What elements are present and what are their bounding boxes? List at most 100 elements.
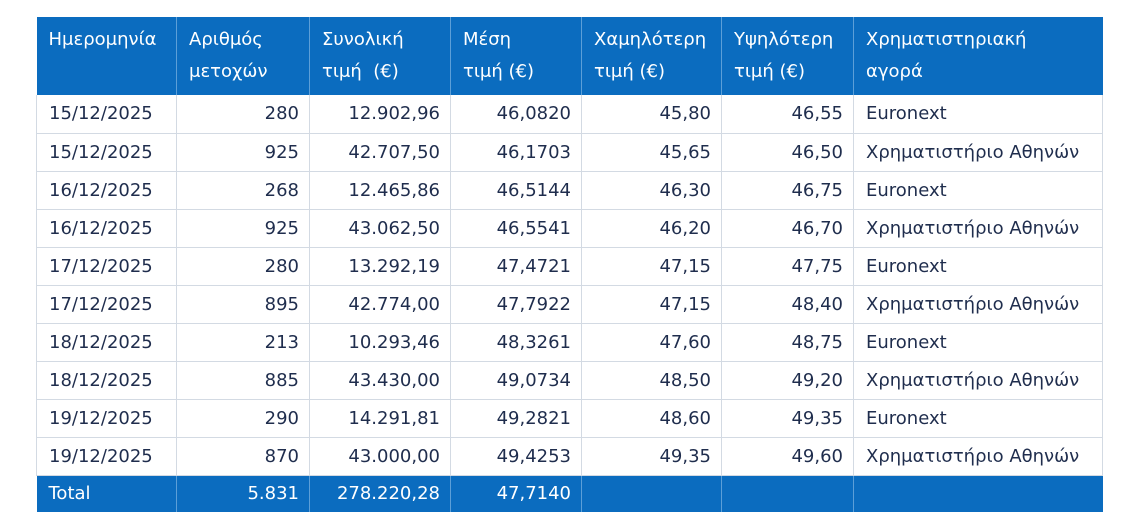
cell-shares: 213 — [176, 323, 310, 362]
header-row: Ημερομηνία Αριθμός μετοχών Συνολική τιμή… — [36, 17, 1103, 95]
cell-shares: 925 — [176, 209, 310, 248]
cell-high-price: 47,75 — [721, 247, 854, 286]
cell-market: Euronext — [853, 171, 1103, 210]
cell-high-price: 46,50 — [721, 133, 854, 172]
cell-total-price: 12.465,86 — [309, 171, 451, 210]
total-low-price — [581, 475, 722, 512]
cell-market: Χρηματιστήριο Αθηνών — [853, 209, 1103, 248]
header-line: αγορά — [866, 61, 923, 82]
header-line: Μέση — [463, 29, 512, 50]
cell-market: Euronext — [853, 95, 1103, 134]
cell-date: 17/12/2025 — [36, 285, 177, 324]
column-header-total-price: Συνολική τιμή (€) — [309, 17, 451, 95]
table-row: 15/12/2025 925 42.707,50 46,1703 45,65 46,50 Χ… — [36, 133, 1103, 172]
cell-shares: 290 — [176, 399, 310, 438]
cell-total-price: 12.902,96 — [309, 95, 451, 134]
cell-market: Euronext — [853, 323, 1103, 362]
cell-low-price: 48,50 — [581, 361, 722, 400]
cell-high-price: 46,75 — [721, 171, 854, 210]
cell-market: Χρηματιστήριο Αθηνών — [853, 133, 1103, 172]
header-line: Συνολική — [322, 29, 404, 50]
cell-low-price: 46,20 — [581, 209, 722, 248]
cell-high-price: 49,35 — [721, 399, 854, 438]
share-trades-table: Ημερομηνία Αριθμός μετοχών Συνολική τιμή… — [36, 17, 1103, 512]
cell-market: Χρηματιστήριο Αθηνών — [853, 437, 1103, 476]
column-header-shares: Αριθμός μετοχών — [176, 17, 310, 95]
column-header-date: Ημερομηνία — [36, 17, 177, 95]
cell-low-price: 47,15 — [581, 285, 722, 324]
cell-market: Χρηματιστήριο Αθηνών — [853, 285, 1103, 324]
cell-total-price: 14.291,81 — [309, 399, 451, 438]
cell-high-price: 48,75 — [721, 323, 854, 362]
cell-total-price: 10.293,46 — [309, 323, 451, 362]
column-header-average-price: Μέση τιμή (€) — [450, 17, 582, 95]
cell-total-price: 42.707,50 — [309, 133, 451, 172]
total-high-price — [721, 475, 854, 512]
cell-date: 18/12/2025 — [36, 323, 177, 362]
cell-high-price: 49,20 — [721, 361, 854, 400]
cell-shares: 870 — [176, 437, 310, 476]
table-row: 18/12/2025 213 10.293,46 48,3261 47,60 48,75 E… — [36, 323, 1103, 362]
cell-date: 16/12/2025 — [36, 209, 177, 248]
cell-average-price: 46,1703 — [450, 133, 582, 172]
cell-low-price: 46,30 — [581, 171, 722, 210]
cell-low-price: 48,60 — [581, 399, 722, 438]
total-value: 278.220,28 — [309, 475, 451, 512]
cell-shares: 925 — [176, 133, 310, 172]
total-shares: 5.831 — [176, 475, 310, 512]
cell-date: 19/12/2025 — [36, 399, 177, 438]
total-label: Total — [36, 475, 177, 512]
cell-date: 18/12/2025 — [36, 361, 177, 400]
cell-total-price: 43.062,50 — [309, 209, 451, 248]
cell-average-price: 47,4721 — [450, 247, 582, 286]
table-header: Ημερομηνία Αριθμός μετοχών Συνολική τιμή… — [36, 17, 1103, 95]
cell-market: Euronext — [853, 247, 1103, 286]
header-line: Ημερομηνία — [48, 29, 157, 50]
header-line: Υψηλότερη — [734, 29, 834, 50]
cell-market: Χρηματιστήριο Αθηνών — [853, 361, 1103, 400]
column-header-high-price: Υψηλότερη τιμή (€) — [721, 17, 854, 95]
cell-date: 15/12/2025 — [36, 95, 177, 134]
cell-total-price: 13.292,19 — [309, 247, 451, 286]
cell-high-price: 46,55 — [721, 95, 854, 134]
cell-high-price: 46,70 — [721, 209, 854, 248]
cell-total-price: 43.430,00 — [309, 361, 451, 400]
header-line: Χρηματιστηριακή — [866, 29, 1027, 50]
header-line: τιμή (€) — [463, 61, 535, 82]
cell-low-price: 47,15 — [581, 247, 722, 286]
cell-low-price: 49,35 — [581, 437, 722, 476]
table-row: 17/12/2025 280 13.292,19 47,4721 47,15 47,75 E… — [36, 247, 1103, 286]
cell-average-price: 46,0820 — [450, 95, 582, 134]
header-line: τιμή (€) — [322, 61, 399, 82]
column-header-low-price: Χαμηλότερη τιμή (€) — [581, 17, 722, 95]
cell-high-price: 48,40 — [721, 285, 854, 324]
column-header-market: Χρηματιστηριακή αγορά — [853, 17, 1103, 95]
cell-shares: 280 — [176, 247, 310, 286]
cell-low-price: 45,80 — [581, 95, 722, 134]
cell-shares: 885 — [176, 361, 310, 400]
cell-average-price: 47,7922 — [450, 285, 582, 324]
total-average-price: 47,7140 — [450, 475, 582, 512]
total-row: Total 5.831 278.220,28 47,7140 — [36, 475, 1103, 512]
total-market — [853, 475, 1103, 512]
header-line: μετοχών — [189, 61, 268, 82]
header-line: Αριθμός — [189, 29, 263, 50]
cell-average-price: 46,5144 — [450, 171, 582, 210]
cell-average-price: 46,5541 — [450, 209, 582, 248]
table-row: 17/12/2025 895 42.774,00 47,7922 47,15 48,40 Χ… — [36, 285, 1103, 324]
table-row: 16/12/2025 925 43.062,50 46,5541 46,20 46,70 Χ… — [36, 209, 1103, 248]
cell-average-price: 48,3261 — [450, 323, 582, 362]
cell-high-price: 49,60 — [721, 437, 854, 476]
cell-average-price: 49,0734 — [450, 361, 582, 400]
cell-date: 19/12/2025 — [36, 437, 177, 476]
cell-average-price: 49,4253 — [450, 437, 582, 476]
header-line: Χαμηλότερη — [594, 29, 707, 50]
table-row: 15/12/2025 280 12.902,96 46,0820 45,80 46,55 E… — [36, 95, 1103, 134]
cell-shares: 268 — [176, 171, 310, 210]
cell-total-price: 42.774,00 — [309, 285, 451, 324]
cell-total-price: 43.000,00 — [309, 437, 451, 476]
cell-low-price: 45,65 — [581, 133, 722, 172]
cell-date: 16/12/2025 — [36, 171, 177, 210]
table-body: 15/12/2025 280 12.902,96 46,0820 45,80 46,55 E… — [36, 95, 1103, 476]
table-row: 19/12/2025 290 14.291,81 49,2821 48,60 49,35 E… — [36, 399, 1103, 438]
